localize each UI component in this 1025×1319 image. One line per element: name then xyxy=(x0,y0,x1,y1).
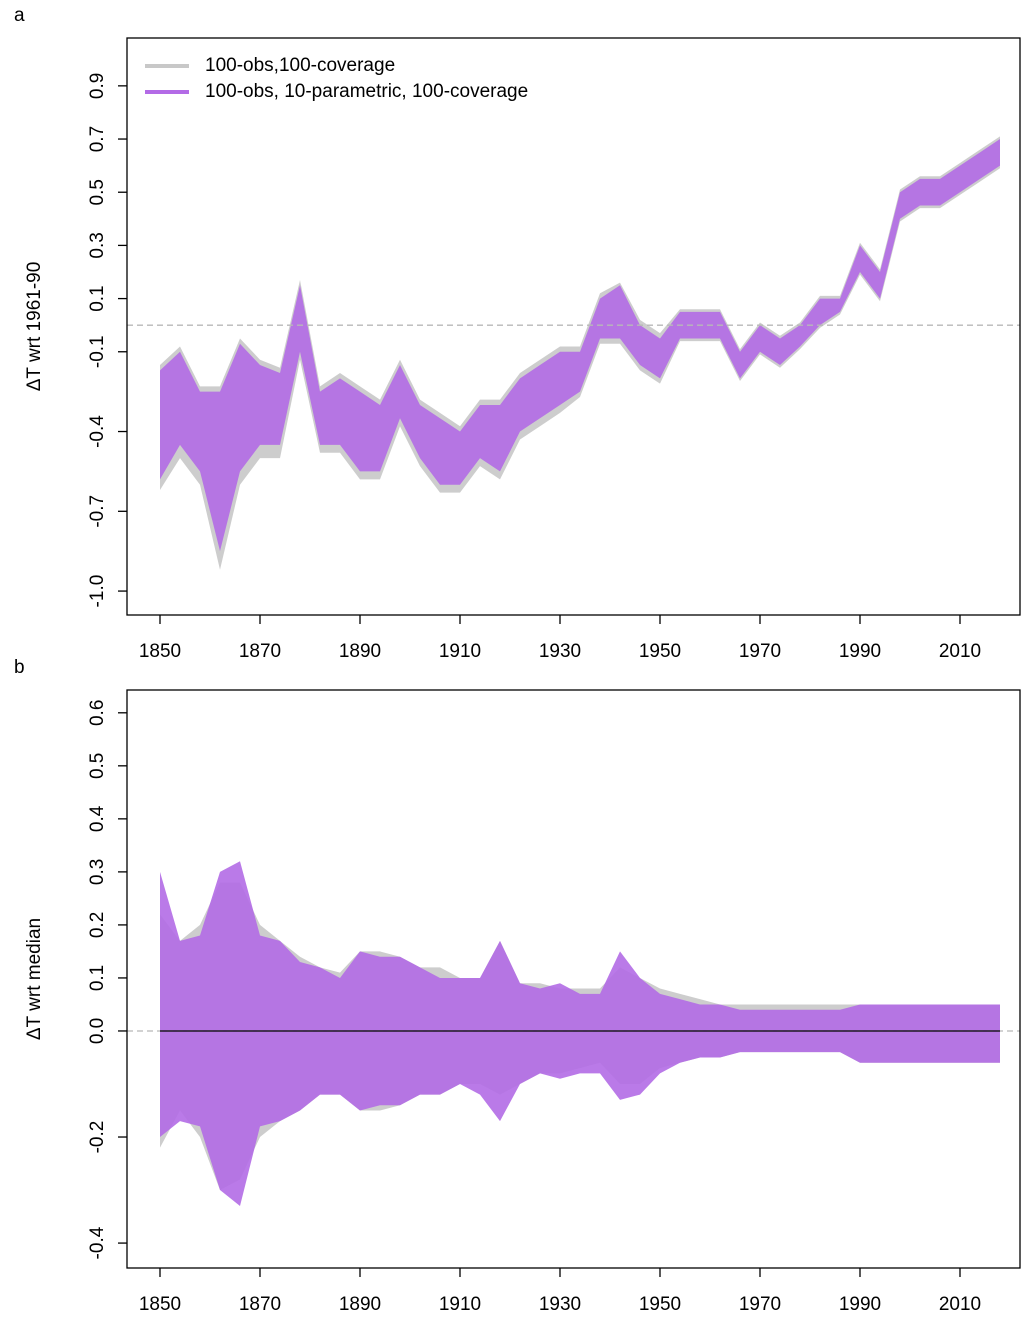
x-tick-label: 2010 xyxy=(939,1294,981,1315)
y-tick-label: 0.4 xyxy=(87,805,108,832)
y-tick-label: 0.9 xyxy=(87,73,108,99)
x-tick-label: 1950 xyxy=(639,641,681,662)
band xyxy=(160,139,1000,552)
y-tick-label: -1.0 xyxy=(87,575,108,608)
y-axis-label: ΔT wrt 1961-90 xyxy=(24,262,45,392)
y-tick-label: 0.1 xyxy=(87,965,108,991)
panel-label: b xyxy=(14,657,25,678)
x-tick-label: 1910 xyxy=(439,1294,481,1315)
legend-label: 100-obs, 10-parametric, 100-coverage xyxy=(205,81,528,102)
y-tick-label: 0.5 xyxy=(87,179,108,205)
x-tick-label: 1870 xyxy=(239,641,281,662)
y-tick-label: 0.1 xyxy=(87,285,108,311)
y-tick-label: 0.2 xyxy=(87,912,108,938)
x-tick-label: 1950 xyxy=(639,1294,681,1315)
y-tick-label: 0.7 xyxy=(87,126,108,152)
x-tick-label: 1890 xyxy=(339,641,381,662)
y-tick-label: -0.1 xyxy=(87,335,108,368)
x-tick-label: 1910 xyxy=(439,641,481,662)
plot-frame xyxy=(126,689,1021,1269)
y-tick-label: 0.5 xyxy=(87,753,108,779)
x-tick-label: 1990 xyxy=(839,1294,881,1315)
x-tick-label: 1850 xyxy=(139,1294,181,1315)
x-tick-label: 1970 xyxy=(739,1294,781,1315)
x-tick-label: 1970 xyxy=(739,641,781,662)
plot-frame xyxy=(126,37,1021,616)
x-tick-label: 1870 xyxy=(239,1294,281,1315)
y-tick-label: 0.3 xyxy=(87,232,108,258)
x-tick-label: 2010 xyxy=(939,641,981,662)
band xyxy=(160,861,1000,1206)
x-tick-label: 1930 xyxy=(539,1294,581,1315)
legend-label: 100-obs,100-coverage xyxy=(205,55,395,76)
y-tick-label: -0.2 xyxy=(87,1121,108,1154)
y-tick-label: 0.6 xyxy=(87,700,108,726)
y-axis-label: ΔT wrt median xyxy=(24,918,45,1040)
y-tick-label: 0.0 xyxy=(87,1018,108,1044)
x-tick-label: 1930 xyxy=(539,641,581,662)
y-tick-label: -0.7 xyxy=(87,495,108,528)
x-tick-label: 1990 xyxy=(839,641,881,662)
x-tick-label: 1890 xyxy=(339,1294,381,1315)
panel-label: a xyxy=(14,5,25,26)
y-tick-label: -0.4 xyxy=(87,1226,108,1259)
y-tick-label: 0.3 xyxy=(87,859,108,885)
x-tick-label: 1850 xyxy=(139,641,181,662)
y-tick-label: -0.4 xyxy=(87,415,108,448)
